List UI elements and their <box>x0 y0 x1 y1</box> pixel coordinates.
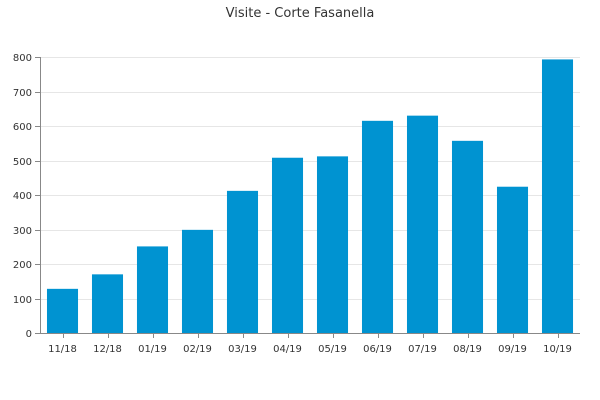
bars <box>46 59 574 334</box>
bar <box>226 190 259 333</box>
axes <box>35 57 580 338</box>
y-tick-label: 500 <box>13 157 32 168</box>
y-tick-label: 100 <box>13 295 32 306</box>
x-tick-label: 06/19 <box>363 344 392 355</box>
bar <box>496 186 529 333</box>
x-tick-label: 12/18 <box>93 344 122 355</box>
x-tick-label: 11/18 <box>48 344 77 355</box>
y-tick-label: 600 <box>13 122 32 133</box>
bar <box>46 288 79 333</box>
bar <box>91 274 124 333</box>
x-tick-label: 02/19 <box>183 344 212 355</box>
x-tick-label: 03/19 <box>228 344 257 355</box>
y-tick-label: 800 <box>13 53 32 64</box>
y-tick-label: 400 <box>13 191 32 202</box>
y-tick-label: 200 <box>13 260 32 271</box>
y-tick-label: 0 <box>26 329 32 340</box>
x-tick-label: 07/19 <box>408 344 437 355</box>
bar <box>406 115 439 334</box>
x-tick-label: 09/19 <box>498 344 527 355</box>
bar <box>136 246 169 333</box>
x-tick-label: 04/19 <box>273 344 302 355</box>
y-tick-label: 700 <box>13 88 32 99</box>
chart-title: Visite - Corte Fasanella <box>226 6 375 21</box>
bar <box>361 120 394 333</box>
bar <box>541 59 574 334</box>
bar <box>181 229 214 333</box>
bar <box>271 157 304 333</box>
x-tick-labels: 11/18 12/18 01/19 02/19 03/19 04/19 05/19 06/19… <box>48 344 572 355</box>
y-tick-label: 300 <box>13 226 32 237</box>
x-tick-label: 10/19 <box>543 344 572 355</box>
y-tick-labels: 0 100 200 300 400 500 600 700 800 <box>13 53 32 340</box>
x-tick-label: 08/19 <box>453 344 482 355</box>
x-tick-label: 05/19 <box>318 344 347 355</box>
grid-lines <box>40 57 580 300</box>
bar <box>316 156 349 333</box>
bar <box>451 140 484 333</box>
x-tick-label: 01/19 <box>138 344 167 355</box>
